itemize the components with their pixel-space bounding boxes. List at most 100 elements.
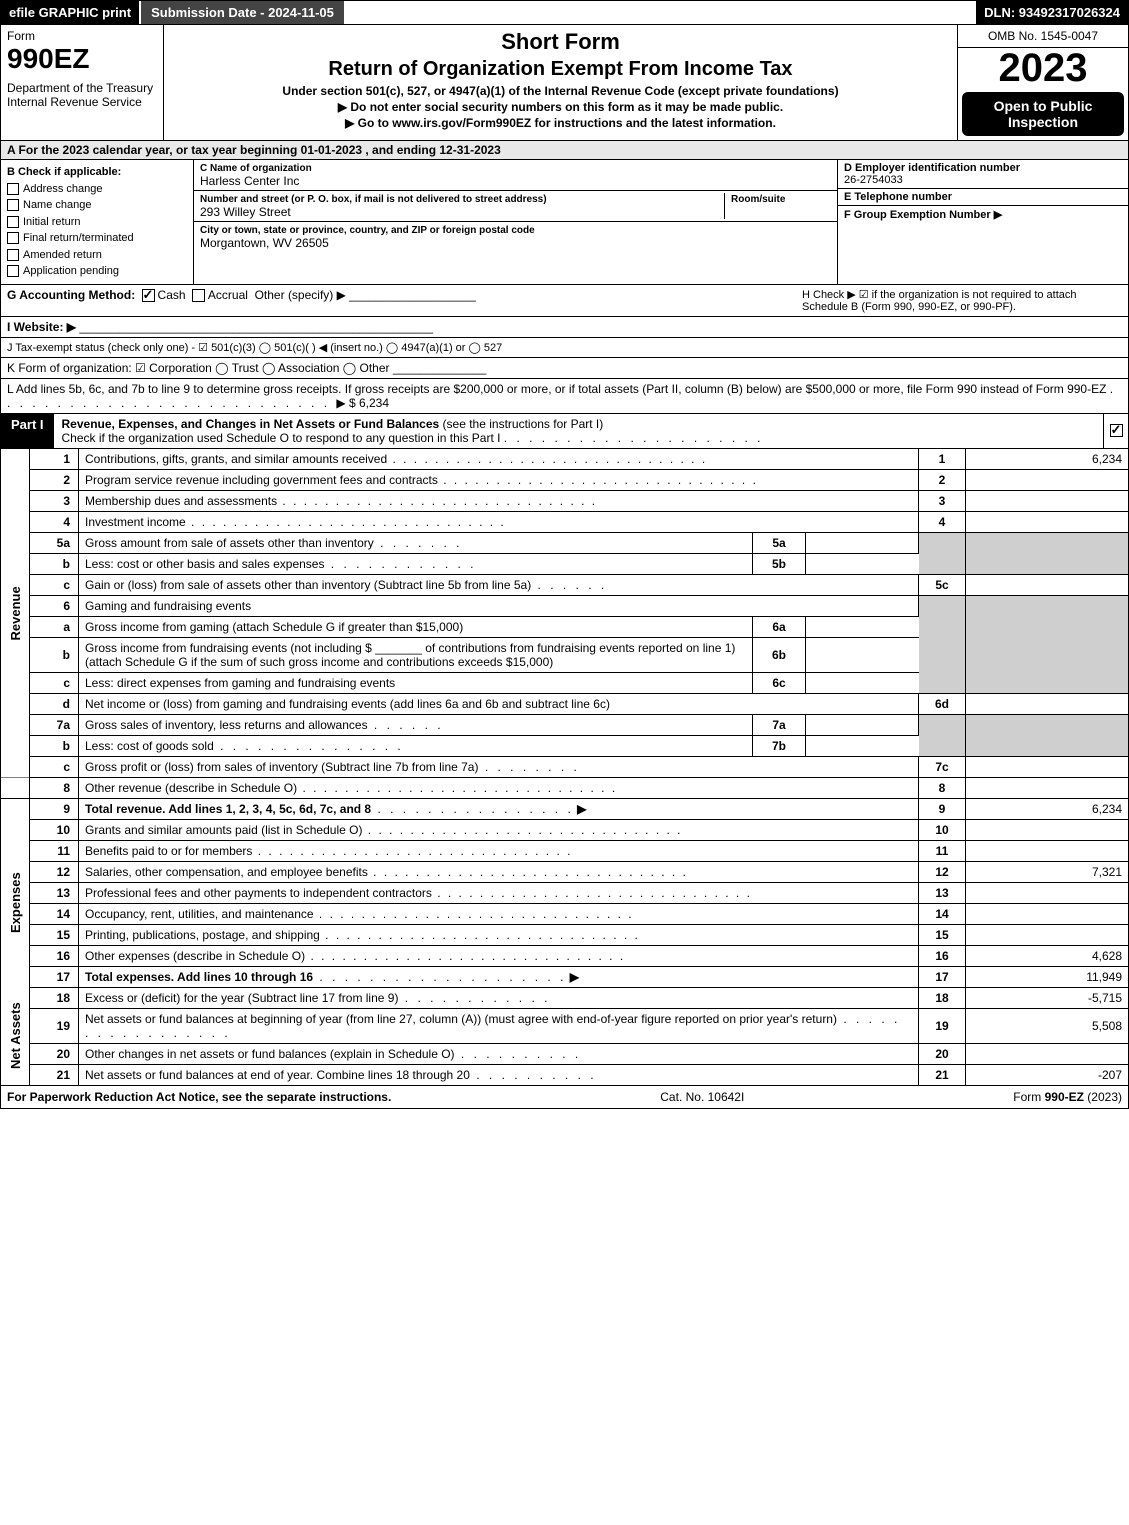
- ln-17-box: 17: [919, 966, 966, 987]
- ln-3-amt: [966, 490, 1129, 511]
- ln-5b-desc: Less: cost or other basis and sales expe…: [85, 557, 324, 571]
- ln-5a-desc: Gross amount from sale of assets other t…: [85, 536, 374, 550]
- sidetab-expenses: Expenses: [1, 819, 30, 987]
- opt-final-return: Final return/terminated: [23, 232, 134, 244]
- ln-6a-ibox: 6a: [753, 616, 806, 637]
- ln-2-box: 2: [919, 469, 966, 490]
- b-label: B Check if applicable:: [7, 166, 121, 178]
- col-b: B Check if applicable: Address change Na…: [1, 160, 194, 284]
- ln-4-desc: Investment income: [85, 515, 186, 529]
- room-label: Room/suite: [731, 194, 785, 205]
- ln-6c-desc: Less: direct expenses from gaming and fu…: [85, 676, 395, 690]
- header-left: Form 990EZ Department of the Treasury In…: [1, 25, 164, 140]
- ln-13-num: 13: [30, 882, 79, 903]
- ln-7a-desc: Gross sales of inventory, less returns a…: [85, 718, 368, 732]
- open-public: Open to Public Inspection: [962, 92, 1124, 136]
- ln-18-box: 18: [919, 987, 966, 1008]
- tax-year: 2023: [958, 48, 1128, 88]
- ln-6-num: 6: [30, 595, 79, 616]
- ln-11-desc: Benefits paid to or for members: [85, 844, 252, 858]
- chk-amended[interactable]: [7, 249, 19, 261]
- ln-4-amt: [966, 511, 1129, 532]
- ln-4-box: 4: [919, 511, 966, 532]
- c-addr-label: Number and street (or P. O. box, if mail…: [200, 194, 547, 205]
- entity-block: B Check if applicable: Address change Na…: [0, 160, 1129, 285]
- goto-link[interactable]: ▶ Go to www.irs.gov/Form990EZ for instru…: [174, 116, 947, 130]
- footer-right-c: (2023): [1084, 1090, 1122, 1104]
- ln-6b-ibox: 6b: [753, 637, 806, 672]
- form-header: Form 990EZ Department of the Treasury In…: [0, 25, 1129, 141]
- ln-6b-num: b: [30, 637, 79, 672]
- ln-7b-desc: Less: cost of goods sold: [85, 739, 214, 753]
- ln-19-desc: Net assets or fund balances at beginning…: [85, 1012, 837, 1026]
- ln-13-amt: [966, 882, 1129, 903]
- org-address: 293 Willey Street: [200, 205, 291, 219]
- ln-21-amt: -207: [966, 1064, 1129, 1085]
- ln-8-desc: Other revenue (describe in Schedule O): [85, 781, 297, 795]
- line-i: I Website: ▶ ___________________________…: [0, 317, 1129, 338]
- org-city: Morgantown, WV 26505: [200, 236, 329, 250]
- ein: 26-2754033: [844, 174, 903, 186]
- footer-right: Form 990-EZ (2023): [1013, 1090, 1122, 1104]
- ln-12-num: 12: [30, 861, 79, 882]
- ln-17-amt: 11,949: [966, 966, 1129, 987]
- ln-7a-num: 7a: [30, 714, 79, 735]
- warning: ▶ Do not enter social security numbers o…: [174, 100, 947, 114]
- ln-11-num: 11: [30, 840, 79, 861]
- ln-16-desc: Other expenses (describe in Schedule O): [85, 949, 305, 963]
- ln-18-num: 18: [30, 987, 79, 1008]
- footer-left: For Paperwork Reduction Act Notice, see …: [7, 1090, 391, 1104]
- i-label: I Website: ▶: [7, 320, 76, 334]
- ln-1-desc: Contributions, gifts, grants, and simila…: [85, 452, 387, 466]
- chk-name-change[interactable]: [7, 199, 19, 211]
- chk-app-pending[interactable]: [7, 265, 19, 277]
- ln-17-desc: Total expenses. Add lines 10 through 16: [85, 970, 313, 984]
- ln-5b-num: b: [30, 553, 79, 574]
- ln-11-amt: [966, 840, 1129, 861]
- ln-6a-num: a: [30, 616, 79, 637]
- ln-16-num: 16: [30, 945, 79, 966]
- ln-5a-ibox: 5a: [753, 532, 806, 553]
- org-name: Harless Center Inc: [200, 174, 299, 188]
- chk-cash[interactable]: [142, 289, 155, 302]
- chk-sched-o[interactable]: [1110, 424, 1123, 437]
- ln-6d-box: 6d: [919, 693, 966, 714]
- opt-amended: Amended return: [23, 249, 102, 261]
- ln-2-num: 2: [30, 469, 79, 490]
- ln-14-desc: Occupancy, rent, utilities, and maintena…: [85, 907, 314, 921]
- ln-15-amt: [966, 924, 1129, 945]
- short-form-label: Short Form: [174, 29, 947, 55]
- ln-16-amt: 4,628: [966, 945, 1129, 966]
- ln-19-num: 19: [30, 1008, 79, 1043]
- opt-address-change: Address change: [23, 183, 103, 195]
- chk-final-return[interactable]: [7, 232, 19, 244]
- footer-right-b: 990-EZ: [1045, 1090, 1084, 1104]
- e-label: E Telephone number: [844, 191, 952, 203]
- opt-name-change: Name change: [23, 199, 92, 211]
- ln-5c-box: 5c: [919, 574, 966, 595]
- part-i-header: Part I Revenue, Expenses, and Changes in…: [0, 414, 1129, 449]
- ln-6b-desc1: Gross income from fundraising events (no…: [85, 641, 372, 655]
- line-g-h: G Accounting Method: Cash Accrual Other …: [0, 285, 1129, 317]
- chk-initial-return[interactable]: [7, 216, 19, 228]
- footer-mid: Cat. No. 10642I: [660, 1090, 744, 1104]
- ln-20-box: 20: [919, 1043, 966, 1064]
- ln-15-num: 15: [30, 924, 79, 945]
- ln-7b-num: b: [30, 735, 79, 756]
- header-right: OMB No. 1545-0047 2023 Open to Public In…: [957, 25, 1128, 140]
- ln-2-desc: Program service revenue including govern…: [85, 473, 438, 487]
- subtitle: Under section 501(c), 527, or 4947(a)(1)…: [174, 84, 947, 98]
- c-name-label: C Name of organization: [200, 163, 312, 174]
- k-text: K Form of organization: ☑ Corporation ◯ …: [7, 361, 390, 375]
- dept: Department of the Treasury Internal Reve…: [7, 81, 157, 110]
- ln-7b-ibox: 7b: [753, 735, 806, 756]
- form-number: 990EZ: [7, 43, 157, 75]
- chk-address-change[interactable]: [7, 183, 19, 195]
- ln-6b-iamt: [806, 637, 919, 672]
- ln-9-desc: Total revenue. Add lines 1, 2, 3, 4, 5c,…: [85, 802, 371, 816]
- chk-accrual[interactable]: [192, 289, 205, 302]
- ln-8-amt: [966, 777, 1129, 798]
- efile-label[interactable]: efile GRAPHIC print: [1, 1, 139, 24]
- ln-6a-iamt: [806, 616, 919, 637]
- col-de: D Employer identification number 26-2754…: [837, 160, 1128, 284]
